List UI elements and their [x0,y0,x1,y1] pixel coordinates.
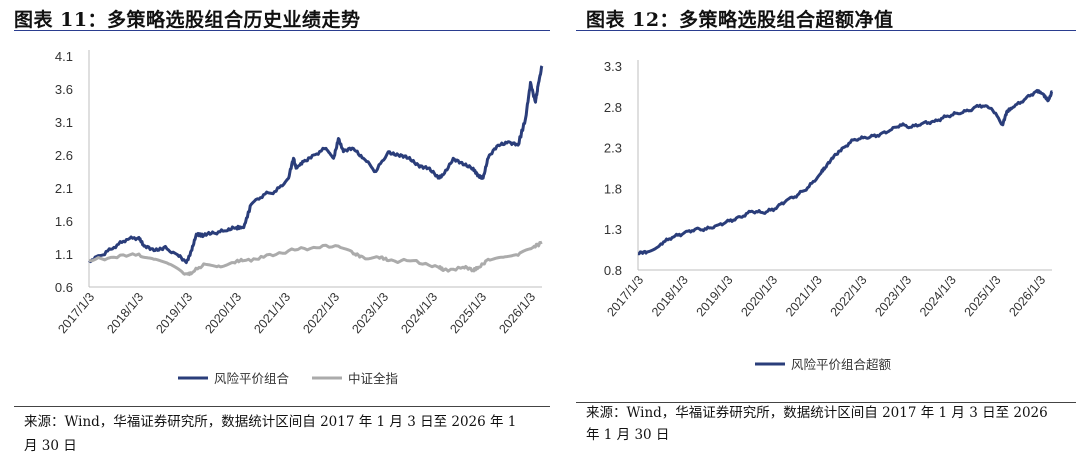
history-performance-chart: 0.6 1.1 1.6 2.1 2.6 3.1 3.6 4.1 2017/1/3 2018/1/3… [55,49,544,386]
x-tick-label: 2022/1/3 [828,273,870,319]
x-tick-label: 2021/1/3 [783,273,825,319]
x-tick-label: 2024/1/3 [917,273,959,319]
x-tick-label: 2018/1/3 [104,290,146,336]
y-tick-label: 0.6 [55,280,73,295]
x-tick-label: 2019/1/3 [153,290,195,336]
legend-label: 中证全指 [348,371,398,386]
source-rule [14,406,550,407]
y-tick-label: 1.3 [604,222,622,237]
y-tick-label: 0.8 [604,263,622,278]
y-tick-label: 3.1 [55,115,73,130]
x-tick-label: 2017/1/3 [55,290,97,336]
excess-nav-chart: 0.8 1.3 1.8 2.3 2.8 3.3 2017/1/3 2018/1/3 2019/1… [604,59,1053,372]
x-tick-label: 2023/1/3 [872,273,914,319]
y-tick-label: 3.6 [55,82,73,97]
source-line-2: 月 30 日 [24,438,77,454]
series-line-2 [88,240,543,277]
source-line-1: 来源：Wind，华福证券研究所，数据统计区间自 2017 年 1 月 3 日至 … [586,405,1048,421]
title-rule [576,30,1076,31]
x-tick-label: 2019/1/3 [694,273,736,319]
y-tick-label: 2.6 [55,148,73,163]
x-tick-label: 2025/1/3 [447,290,489,336]
right-chart-panel: 图表 12：多策略选股组合超额净值 0.8 1.3 1.8 2.3 2.8 3.3 2017… [572,0,1080,466]
legend-label: 风险平价组合超额 [791,357,892,372]
title-rule [14,30,550,31]
x-tick-label: 2025/1/3 [962,273,1004,319]
source-line-2: 年 1 月 30 日 [586,427,670,443]
x-tick-label: 2023/1/3 [349,290,391,336]
x-tick-label: 2021/1/3 [251,290,293,336]
figure-11-title: 图表 11：多策略选股组合历史业绩走势 [14,9,361,31]
y-tick-label: 1.8 [604,181,622,196]
y-tick-label: 3.3 [604,59,622,74]
series-line-1 [637,89,1053,256]
y-tick-label: 1.6 [55,214,73,229]
left-chart-panel: 图表 11：多策略选股组合历史业绩走势 0.6 1.1 1.6 2.1 2.6 3.1 3.… [14,9,550,458]
source-note: 来源：Wind，华福证券研究所，数据统计区间自 2017 年 1 月 3 日至 … [586,402,1080,446]
x-tick-label: 2017/1/3 [604,273,646,319]
x-tick-label: 2024/1/3 [398,290,440,336]
source-rule [576,402,1076,403]
y-tick-label: 2.8 [604,100,622,115]
x-tick-label: 2022/1/3 [300,290,342,336]
x-tick-label: 2020/1/3 [202,290,244,336]
source-line-1: 来源：Wind，华福证券研究所，数据统计区间自 2017 年 1 月 3 日至 … [24,414,517,430]
x-tick-label: 2026/1/3 [496,290,538,336]
x-tick-label: 2018/1/3 [649,273,691,319]
y-tick-label: 4.1 [55,49,73,64]
y-tick-label: 1.1 [55,247,73,262]
x-tick-label: 2026/1/3 [1006,273,1048,319]
y-tick-label: 2.3 [604,141,622,156]
series-line-1 [88,65,544,265]
legend-label: 风险平价组合 [214,371,290,386]
figure-12-title: 图表 12：多策略选股组合超额净值 [586,9,894,31]
source-note: 来源：Wind，华福证券研究所，数据统计区间自 2017 年 1 月 3 日至 … [24,410,550,458]
x-tick-label: 2020/1/3 [738,273,780,319]
y-tick-label: 2.1 [55,181,73,196]
